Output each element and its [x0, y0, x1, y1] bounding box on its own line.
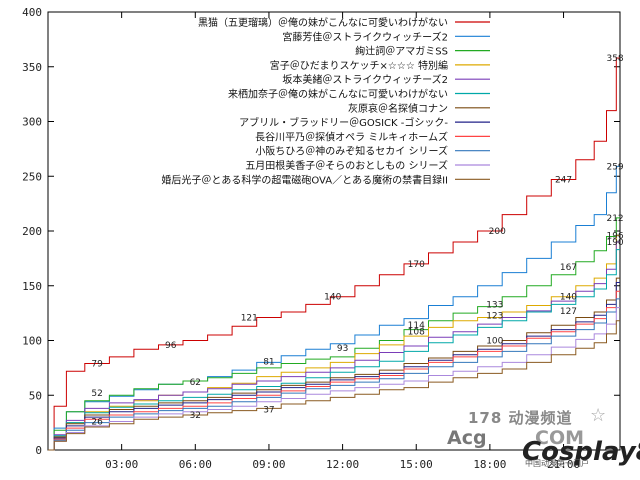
legend-entry-label: 黒猫（五更瑠璃）＠俺の妹がこんなに可愛いわけがない: [198, 16, 448, 29]
x-tick-label: 06:00: [179, 458, 212, 471]
series-line-5: [48, 241, 620, 451]
watermark-line3: COM: [535, 427, 585, 449]
y-tick-label: 350: [22, 61, 42, 74]
data-label: 247: [555, 176, 572, 186]
chart-series: [48, 57, 620, 451]
data-label: 37: [263, 405, 274, 415]
data-label: 140: [324, 293, 341, 303]
legend-entry-label: 絢辻詞＠アマガミSS: [355, 45, 448, 58]
data-label: 62: [190, 378, 201, 388]
legend-entry-label: 宮子＠ひだまりスケッチ×☆☆☆ 特別編: [270, 59, 448, 72]
watermark-brand: Cosplay8: [522, 437, 640, 467]
data-label: 96: [165, 341, 177, 351]
y-tick-label: 0: [35, 444, 42, 457]
x-tick-label: 12:00: [326, 458, 359, 471]
legend-entry-label: 五月田根美香子＠そらのおとしもの シリーズ: [245, 159, 448, 172]
x-tick-label: 18:00: [473, 458, 506, 471]
legend-entry-label: 婚后光子＠とある科学の超電磁砲OVA／とある魔術の禁書目録II: [161, 173, 448, 186]
legend-entry-label: 坂本美緒＠ストライクウィッチーズ2: [282, 73, 448, 86]
x-tick-label: 21:00: [547, 458, 580, 471]
legend-entry-label: アブリル・ブラッドリー＠GOSICK -ゴシック-: [239, 116, 448, 129]
y-tick-label: 400: [22, 6, 42, 19]
x-tick-label: 03:00: [105, 458, 138, 471]
series-line-2: [48, 165, 620, 451]
y-tick-label: 250: [22, 170, 42, 183]
data-label: 170: [408, 260, 425, 270]
legend-entry-label: 宮藤芳佳＠ストライクウィッチーズ2: [282, 30, 448, 43]
data-label: 127: [560, 307, 577, 317]
y-tick-label: 200: [22, 225, 42, 238]
data-label: 212: [606, 214, 623, 224]
data-label: 32: [190, 411, 201, 421]
legend-entry-label: 来栖加奈子＠俺の妹がこんなに可愛いわけがない: [228, 88, 448, 101]
data-label: 100: [486, 337, 503, 347]
x-tick-label: 15:00: [400, 458, 433, 471]
data-label: 26: [91, 418, 103, 428]
data-label: 133: [486, 300, 503, 310]
data-label: 200: [489, 227, 506, 237]
x-tick-label: 09:00: [252, 458, 285, 471]
watermark-brand-sub: 中国动漫第一门户: [525, 459, 589, 468]
data-label: 358: [606, 54, 623, 64]
series-line-3: [48, 217, 620, 451]
legend-entry-label: 灰原哀＠名探偵コナン: [348, 102, 448, 115]
y-tick-label: 50: [29, 389, 42, 402]
data-label: 190: [606, 238, 623, 248]
data-label: 167: [560, 263, 577, 273]
data-label: 123: [486, 311, 503, 321]
data-label: 93: [337, 344, 348, 354]
watermark-line1: 178 动漫频道: [468, 409, 573, 427]
chart-legend: 黒猫（五更瑠璃）＠俺の妹がこんなに可愛いわけがない宮藤芳佳＠ストライクウィッチー…: [161, 16, 490, 186]
data-label: 121: [241, 314, 258, 324]
series-line-1: [48, 57, 620, 451]
watermark-star-icon: ☆: [590, 405, 607, 426]
chart-axes: 0 50 100 150 200 250 300 350 400 03:00 06:00 09:00 1…: [22, 6, 621, 471]
y-tick-label: 300: [22, 116, 42, 129]
legend-entry-label: 長谷川平乃＠探偵オペラ ミルキィホームズ: [255, 130, 448, 143]
watermark-line2: Acg: [447, 427, 487, 449]
data-label: 114: [408, 321, 425, 331]
y-tick-label: 100: [22, 335, 42, 348]
data-label: 79: [91, 359, 103, 369]
data-label: 81: [263, 357, 274, 367]
data-label: 52: [91, 389, 102, 399]
y-tick-label: 150: [22, 280, 42, 293]
legend-entry-label: 小阪ちひろ＠神のみぞ知るセカイ シリーズ: [255, 145, 448, 158]
data-label: 259: [606, 162, 623, 172]
data-label: 140: [560, 293, 577, 303]
data-label: 108: [408, 328, 425, 338]
watermark: 178 动漫频道 ☆ Acg COM Cosplay8 中国动漫第一门户: [440, 405, 640, 480]
series-line-12: [48, 320, 620, 451]
data-label: 196: [606, 231, 623, 241]
